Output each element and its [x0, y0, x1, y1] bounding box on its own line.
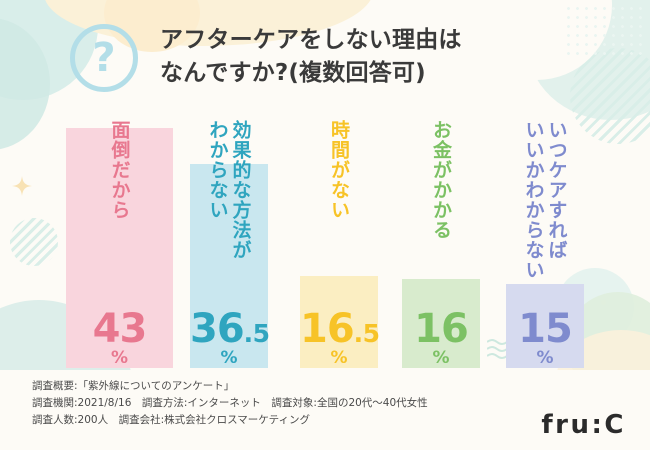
- page-title-line-1: アフターケアをしない理由は: [160, 27, 462, 53]
- bar-value: 16.5%: [300, 309, 380, 368]
- survey-details-line-1: 調査概要:「紫外線についてのアンケート」: [32, 380, 235, 392]
- bar-value-percent-sign: %: [432, 347, 450, 368]
- bar-value-number: 16: [414, 306, 469, 353]
- bar-value-percent-sign: %: [110, 347, 129, 368]
- bar-category-label: 面倒だから: [66, 120, 173, 220]
- bar-category-label-column: 面倒だから: [108, 120, 131, 220]
- bar-group: いつケアすれば いいかわからない 15%: [506, 118, 584, 370]
- bar-chart: 面倒だから 43% 効果的な方法が わからない 36.5% 時間がない 16.5% お金がかか…: [0, 118, 650, 370]
- footer: 調査概要:「紫外線についてのアンケート」 調査機関:2021/8/16 調査方法…: [0, 370, 650, 450]
- bar-group: お金がかかる 16%: [402, 118, 480, 370]
- bar-fill: [402, 279, 480, 368]
- survey-details-line-3: 調査人数:200人 調査会社:株式会社クロスマーケティング: [32, 414, 310, 426]
- bar-value-number: 15: [518, 306, 573, 353]
- page-title: アフターケアをしない理由は なんですか?(複数回答可): [160, 24, 630, 89]
- bar-group: 時間がない 16.5%: [300, 118, 380, 370]
- bar-value-number: 16: [300, 306, 355, 353]
- bar-value: 43%: [66, 309, 173, 368]
- bar-fill: [66, 128, 173, 368]
- bar-value: 16%: [402, 309, 480, 368]
- bar-category-label-column: 時間がない: [328, 120, 351, 220]
- bar-group: 面倒だから 43%: [66, 118, 173, 370]
- bar-category-label-column: お金がかかる: [430, 120, 453, 240]
- brand-logo: fru:C: [541, 410, 626, 440]
- bar-category-label-column: いつケアすれば: [545, 120, 568, 260]
- bar-fill: [300, 276, 378, 368]
- bar-group: 効果的な方法が わからない 36.5%: [190, 118, 270, 370]
- header: ? アフターケアをしない理由は なんですか?(複数回答可): [0, 0, 650, 118]
- bar-category-label: 時間がない: [300, 120, 378, 220]
- bar-value-percent-sign: %: [220, 347, 238, 368]
- bar-category-label: いつケアすれば いいかわからない: [506, 120, 584, 280]
- bar-category-label-column: わからない: [206, 120, 229, 220]
- question-mark-icon: ?: [70, 24, 138, 92]
- bar-value-decimal: .5: [353, 319, 380, 349]
- bar-fill: [506, 284, 584, 368]
- survey-details-line-2: 調査機関:2021/8/16 調査方法:インターネット 調査対象:全国の20代〜…: [32, 397, 428, 409]
- survey-details: 調査概要:「紫外線についてのアンケート」 調査機関:2021/8/16 調査方法…: [32, 378, 428, 429]
- bar-category-label-column: 効果的な方法が: [229, 120, 252, 260]
- bar-value-number: 43: [92, 306, 148, 353]
- question-mark-glyph: ?: [92, 35, 116, 81]
- bar-value: 15%: [506, 309, 584, 368]
- bar-value-number: 36: [190, 306, 245, 353]
- bar-category-label-column: いいかわからない: [522, 120, 545, 280]
- bar-category-label: お金がかかる: [402, 120, 480, 240]
- bar-value-decimal: .5: [243, 319, 270, 349]
- bar-category-label: 効果的な方法が わからない: [190, 120, 268, 260]
- bar-value-percent-sign: %: [330, 347, 348, 368]
- bar-fill: [190, 164, 268, 368]
- bar-value-percent-sign: %: [536, 347, 554, 368]
- page-title-line-2: なんですか?(複数回答可): [160, 59, 426, 86]
- bar-value: 36.5%: [190, 309, 270, 368]
